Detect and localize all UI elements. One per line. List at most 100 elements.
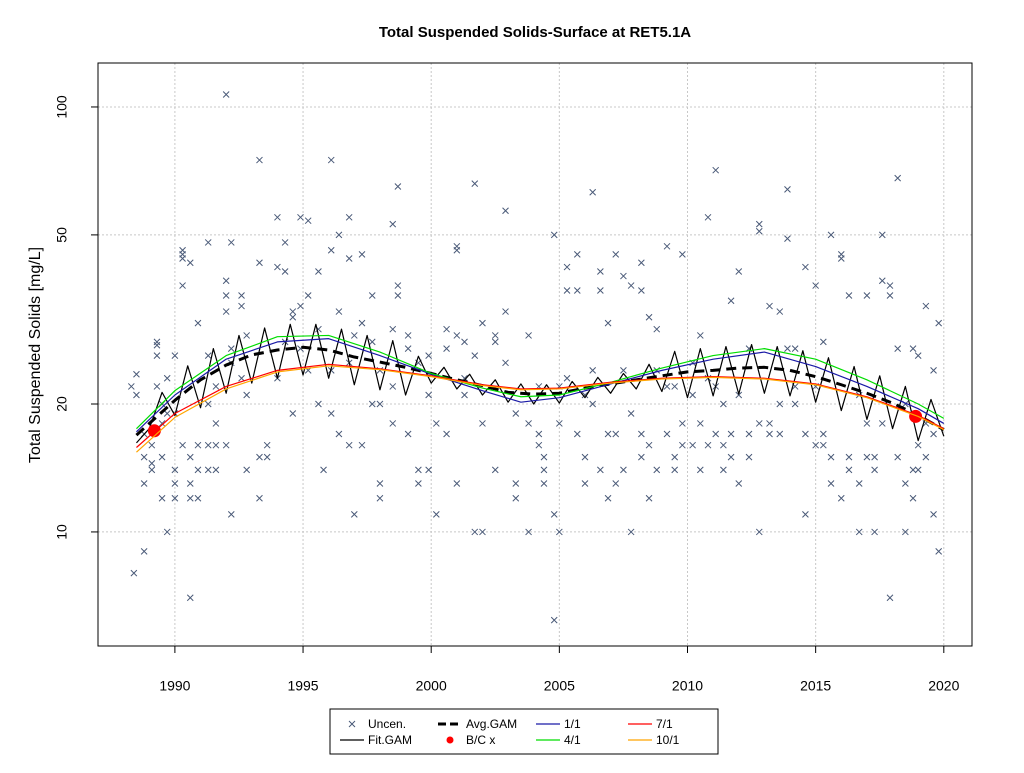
data-point <box>573 430 581 438</box>
data-point <box>153 341 161 349</box>
data-point <box>620 466 627 474</box>
data-point <box>638 453 645 461</box>
legend-label: Avg.GAM <box>466 717 517 731</box>
y-tick-label: 100 <box>54 95 70 119</box>
data-point <box>735 480 743 487</box>
legend-label: Fit.GAM <box>368 733 412 747</box>
chart-title: Total Suspended Solids-Surface at RET5.1… <box>379 24 691 41</box>
data-point <box>855 528 863 536</box>
data-point <box>827 480 835 487</box>
data-point <box>297 213 304 221</box>
data-point <box>871 453 878 461</box>
data-point <box>274 213 281 221</box>
data-point <box>186 594 194 602</box>
data-point <box>819 338 827 346</box>
data-point <box>171 480 179 487</box>
x-tick-label: 2000 <box>416 678 447 694</box>
data-point <box>222 308 230 315</box>
data-point <box>745 453 753 461</box>
data-point <box>345 213 353 221</box>
x-tick-label: 1995 <box>287 678 318 694</box>
data-point <box>130 569 138 577</box>
data-point <box>863 292 871 299</box>
data-point <box>376 494 384 502</box>
data-point <box>327 410 335 417</box>
data-point <box>704 441 712 449</box>
data-point <box>194 466 202 474</box>
data-point <box>212 383 220 390</box>
data-point <box>133 391 140 399</box>
data-point <box>589 367 597 374</box>
data-point <box>186 259 194 267</box>
data-point <box>491 338 499 346</box>
data-point <box>425 466 432 474</box>
data-point <box>894 174 902 182</box>
data-point <box>212 466 220 474</box>
data-point <box>243 391 251 399</box>
data-point <box>471 528 479 536</box>
y-tick-label: 50 <box>54 227 70 243</box>
data-point <box>479 420 486 427</box>
data-point <box>563 263 571 271</box>
data-point <box>479 319 486 327</box>
data-point <box>163 528 171 536</box>
data-point <box>935 548 943 555</box>
data-point <box>471 180 479 188</box>
data-point <box>289 410 297 417</box>
data-point <box>425 391 432 399</box>
data-point <box>204 400 212 408</box>
data-point <box>689 441 696 449</box>
data-point <box>645 494 653 502</box>
data-point <box>394 282 402 289</box>
data-point <box>930 510 937 518</box>
data-point <box>597 466 604 474</box>
data-point <box>712 166 720 174</box>
data-point <box>689 391 696 399</box>
data-point <box>256 494 263 502</box>
data-point <box>453 332 461 339</box>
data-point <box>404 430 412 438</box>
data-point <box>679 250 686 258</box>
data-point <box>784 235 791 242</box>
data-point <box>819 430 827 438</box>
data-point <box>540 453 548 461</box>
data-point <box>525 332 532 339</box>
data-point <box>696 466 704 474</box>
data-point <box>812 282 820 289</box>
data-point <box>243 332 251 339</box>
x-tick-label: 2010 <box>672 678 703 694</box>
data-point <box>573 250 581 258</box>
data-point <box>204 441 212 449</box>
legend-label: 10/1 <box>656 733 680 747</box>
data-point <box>158 494 166 502</box>
data-point <box>845 453 853 461</box>
data-point <box>297 302 304 310</box>
data-point <box>304 217 312 225</box>
data-point <box>471 352 479 359</box>
data-point <box>909 466 917 474</box>
data-point <box>263 453 271 461</box>
data-point <box>461 338 468 346</box>
data-point <box>878 277 886 285</box>
data-point <box>256 453 263 461</box>
data-point <box>886 282 894 289</box>
data-point <box>727 297 735 305</box>
data-point <box>148 466 156 474</box>
data-point <box>612 250 620 258</box>
data-point <box>389 325 397 333</box>
data-point <box>563 287 571 294</box>
series-line <box>136 334 945 430</box>
data-point <box>335 308 343 315</box>
legend-label: 4/1 <box>564 733 581 747</box>
data-point <box>589 188 597 196</box>
data-point <box>712 430 720 438</box>
data-point <box>671 453 679 461</box>
data-point <box>163 410 171 417</box>
data-point <box>720 466 727 474</box>
data-point <box>791 345 799 352</box>
data-point <box>345 255 353 262</box>
data-point <box>358 441 366 449</box>
data-point <box>212 420 220 427</box>
data-point <box>140 453 148 461</box>
